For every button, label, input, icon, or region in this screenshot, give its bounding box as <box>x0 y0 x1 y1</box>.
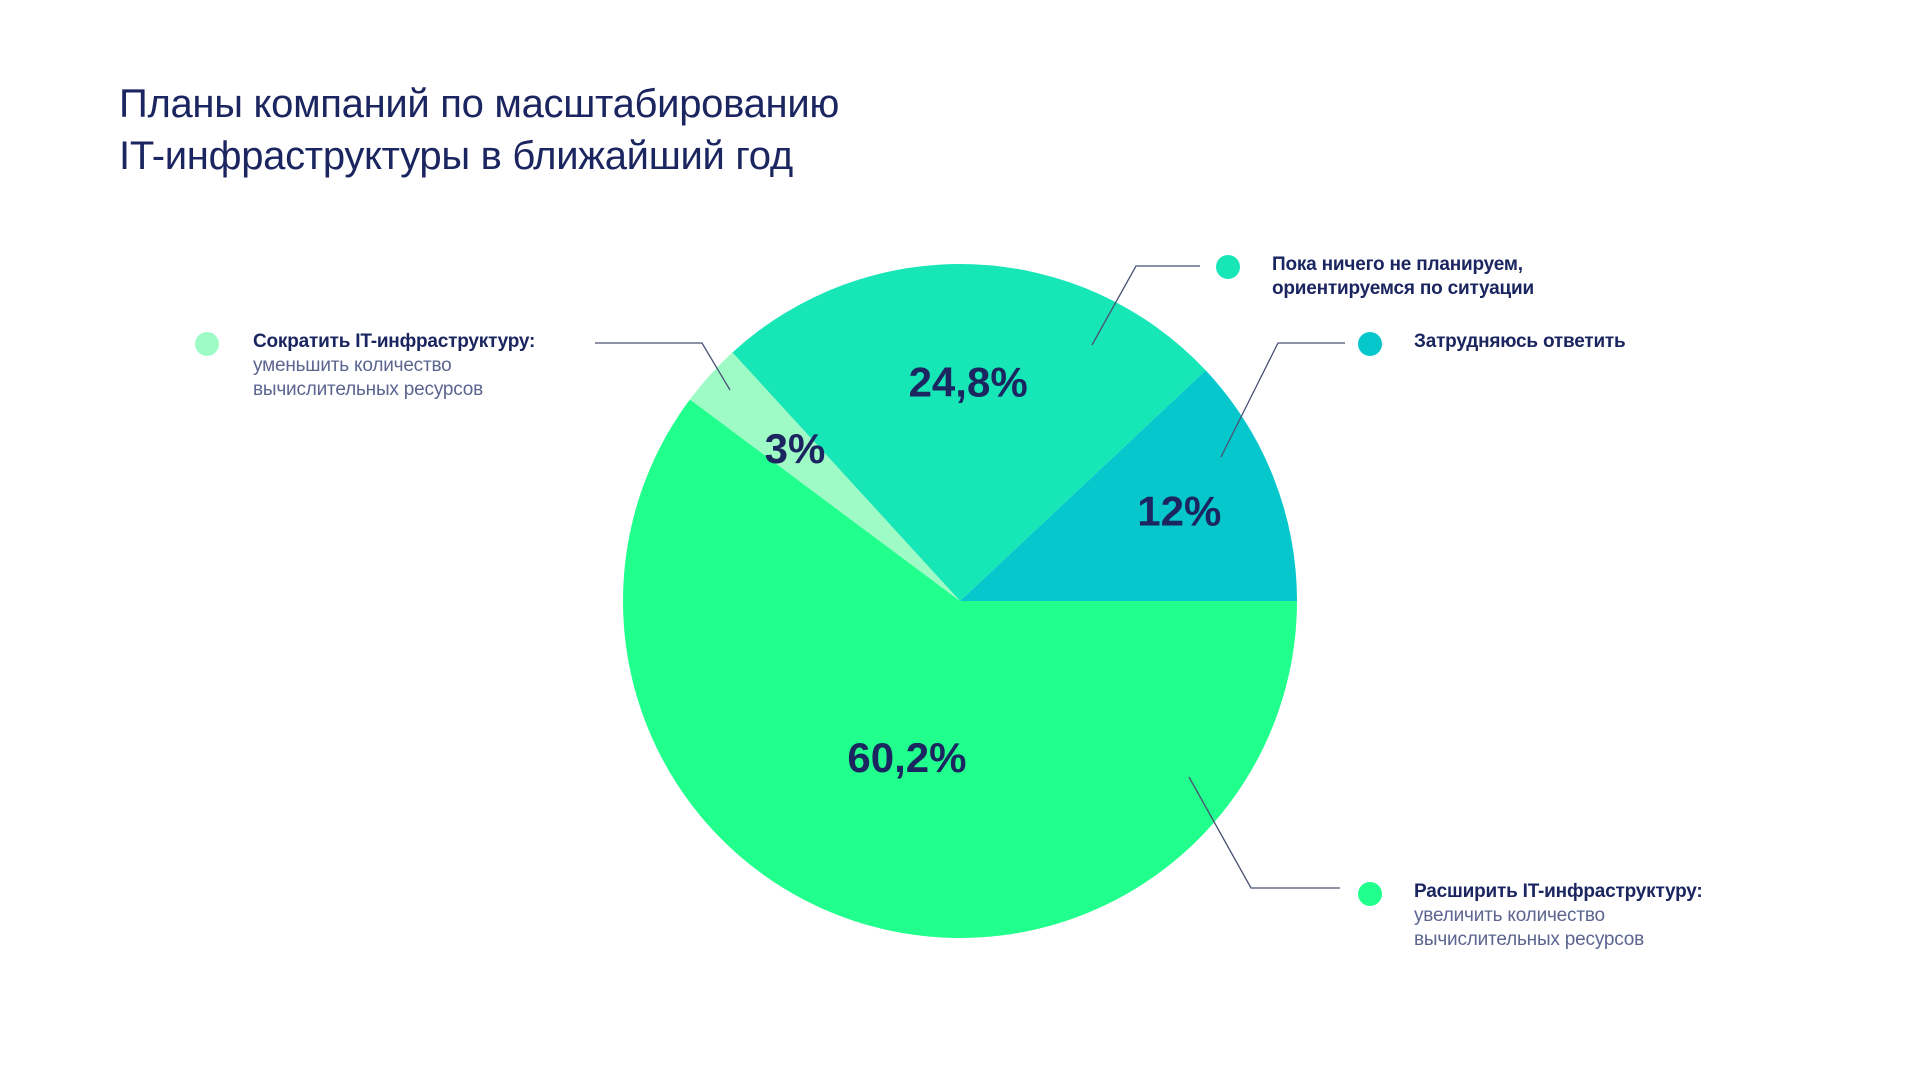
data-label-reduce: 3% <box>765 425 826 472</box>
pie-slice-reduce <box>689 352 960 601</box>
data-label-hard-to-answer: 12% <box>1137 487 1221 534</box>
legend-no-plans-head-2: ориентируемся по ситуации <box>1272 278 1534 299</box>
legend-expand-sub-1: увеличить количество <box>1414 905 1605 926</box>
pie-slice-no-plans <box>732 263 1206 601</box>
chart-title-line-1: Планы компаний по масштабированию <box>119 82 840 126</box>
data-label-no-plans: 24,8% <box>909 359 1028 406</box>
legend-dot-no-plans <box>1216 255 1240 279</box>
legend-reduce-head: Сократить IT-инфраструктуру: <box>253 331 536 352</box>
legend-expand-sub-2: вычислительных ресурсов <box>1414 929 1645 950</box>
pie-slice-expand <box>623 399 1297 939</box>
legend-expand-head: Расширить IT-инфраструктуру: <box>1414 881 1703 902</box>
chart-title-line-2: IT-инфраструктуры в ближайший год <box>119 134 793 178</box>
data-label-expand: 60,2% <box>847 734 966 781</box>
leader-line-no-plans <box>1091 265 1200 346</box>
legend-hard-to-answer-head: Затрудняюсь ответить <box>1414 331 1626 352</box>
leader-line-hard-to-answer <box>1220 342 1345 458</box>
legend-dot-expand <box>1358 882 1382 906</box>
chart-title: Планы компаний по масштабированию IT-инф… <box>119 78 839 182</box>
legend-dot-reduce <box>195 332 219 356</box>
pie-slice-hard-to-answer <box>960 370 1297 601</box>
legend-dot-hard-to-answer <box>1358 332 1382 356</box>
legend-no-plans-head-1: Пока ничего не планируем, <box>1272 254 1523 275</box>
leader-line-expand <box>1188 776 1340 889</box>
legend-reduce-sub-2: вычислительных ресурсов <box>253 379 484 400</box>
legend-reduce-sub-1: уменьшить количество <box>253 355 452 376</box>
leader-line-reduce <box>595 342 731 391</box>
